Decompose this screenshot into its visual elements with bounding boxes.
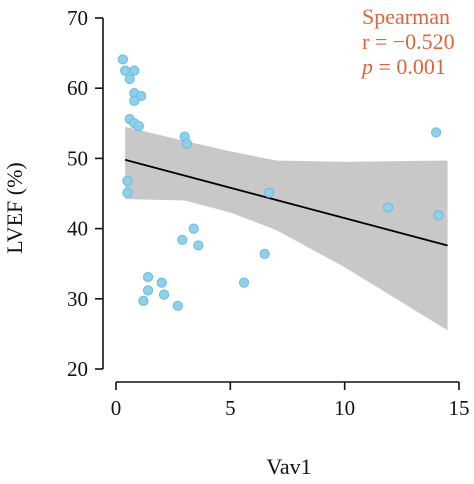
annotation-method: Spearman: [362, 4, 450, 29]
annotation-p-symbol: p: [360, 54, 373, 79]
annotation-p: p = 0.001: [360, 54, 446, 79]
y-axis-label: LVEF (%): [2, 162, 27, 253]
y-tick-label: 20: [67, 357, 88, 381]
data-point: [133, 121, 144, 132]
data-point: [122, 187, 133, 198]
data-point: [431, 127, 442, 138]
axes: [102, 18, 459, 383]
data-point: [177, 234, 188, 245]
y-tick-label: 70: [67, 6, 88, 30]
x-tick-label: 0: [111, 396, 122, 420]
data-point: [129, 95, 140, 106]
data-point: [129, 65, 140, 76]
data-point: [158, 289, 170, 300]
data-point: [138, 295, 149, 307]
annotation-r: r = −0.520: [362, 29, 455, 54]
data-point: [188, 223, 199, 234]
plot-area: [117, 54, 448, 331]
y-tick-label: 50: [67, 146, 88, 170]
data-point: [117, 54, 128, 65]
regression-line: [124, 158, 448, 247]
y-tick-label: 40: [67, 217, 88, 241]
stats-annotation: Spearman r = −0.520 p = 0.001: [360, 4, 455, 79]
data-point: [383, 202, 394, 213]
x-axis-label: Vav1: [266, 454, 311, 479]
x-tick-label: 15: [449, 396, 470, 420]
data-point: [142, 285, 154, 296]
x-tick-label: 5: [225, 396, 236, 420]
data-point: [142, 271, 154, 283]
data-point: [120, 65, 131, 76]
data-point: [172, 300, 183, 311]
ticks: 0 5 10 15 20 30 40 50 60 70: [67, 6, 470, 420]
data-point: [433, 210, 444, 221]
data-point: [124, 73, 135, 85]
data-point: [136, 90, 147, 102]
y-tick-label: 60: [67, 76, 88, 100]
y-tick-label: 30: [67, 287, 88, 311]
annotation-p-value: = 0.001: [373, 54, 446, 79]
data-point: [238, 277, 250, 288]
confidence-band: [125, 126, 448, 331]
data-point: [181, 138, 192, 149]
x-tick-label: 10: [334, 396, 355, 420]
data-point: [259, 248, 270, 259]
data-point: [193, 240, 204, 251]
data-point: [264, 187, 275, 198]
data-point: [122, 175, 133, 186]
data-point: [156, 277, 167, 288]
